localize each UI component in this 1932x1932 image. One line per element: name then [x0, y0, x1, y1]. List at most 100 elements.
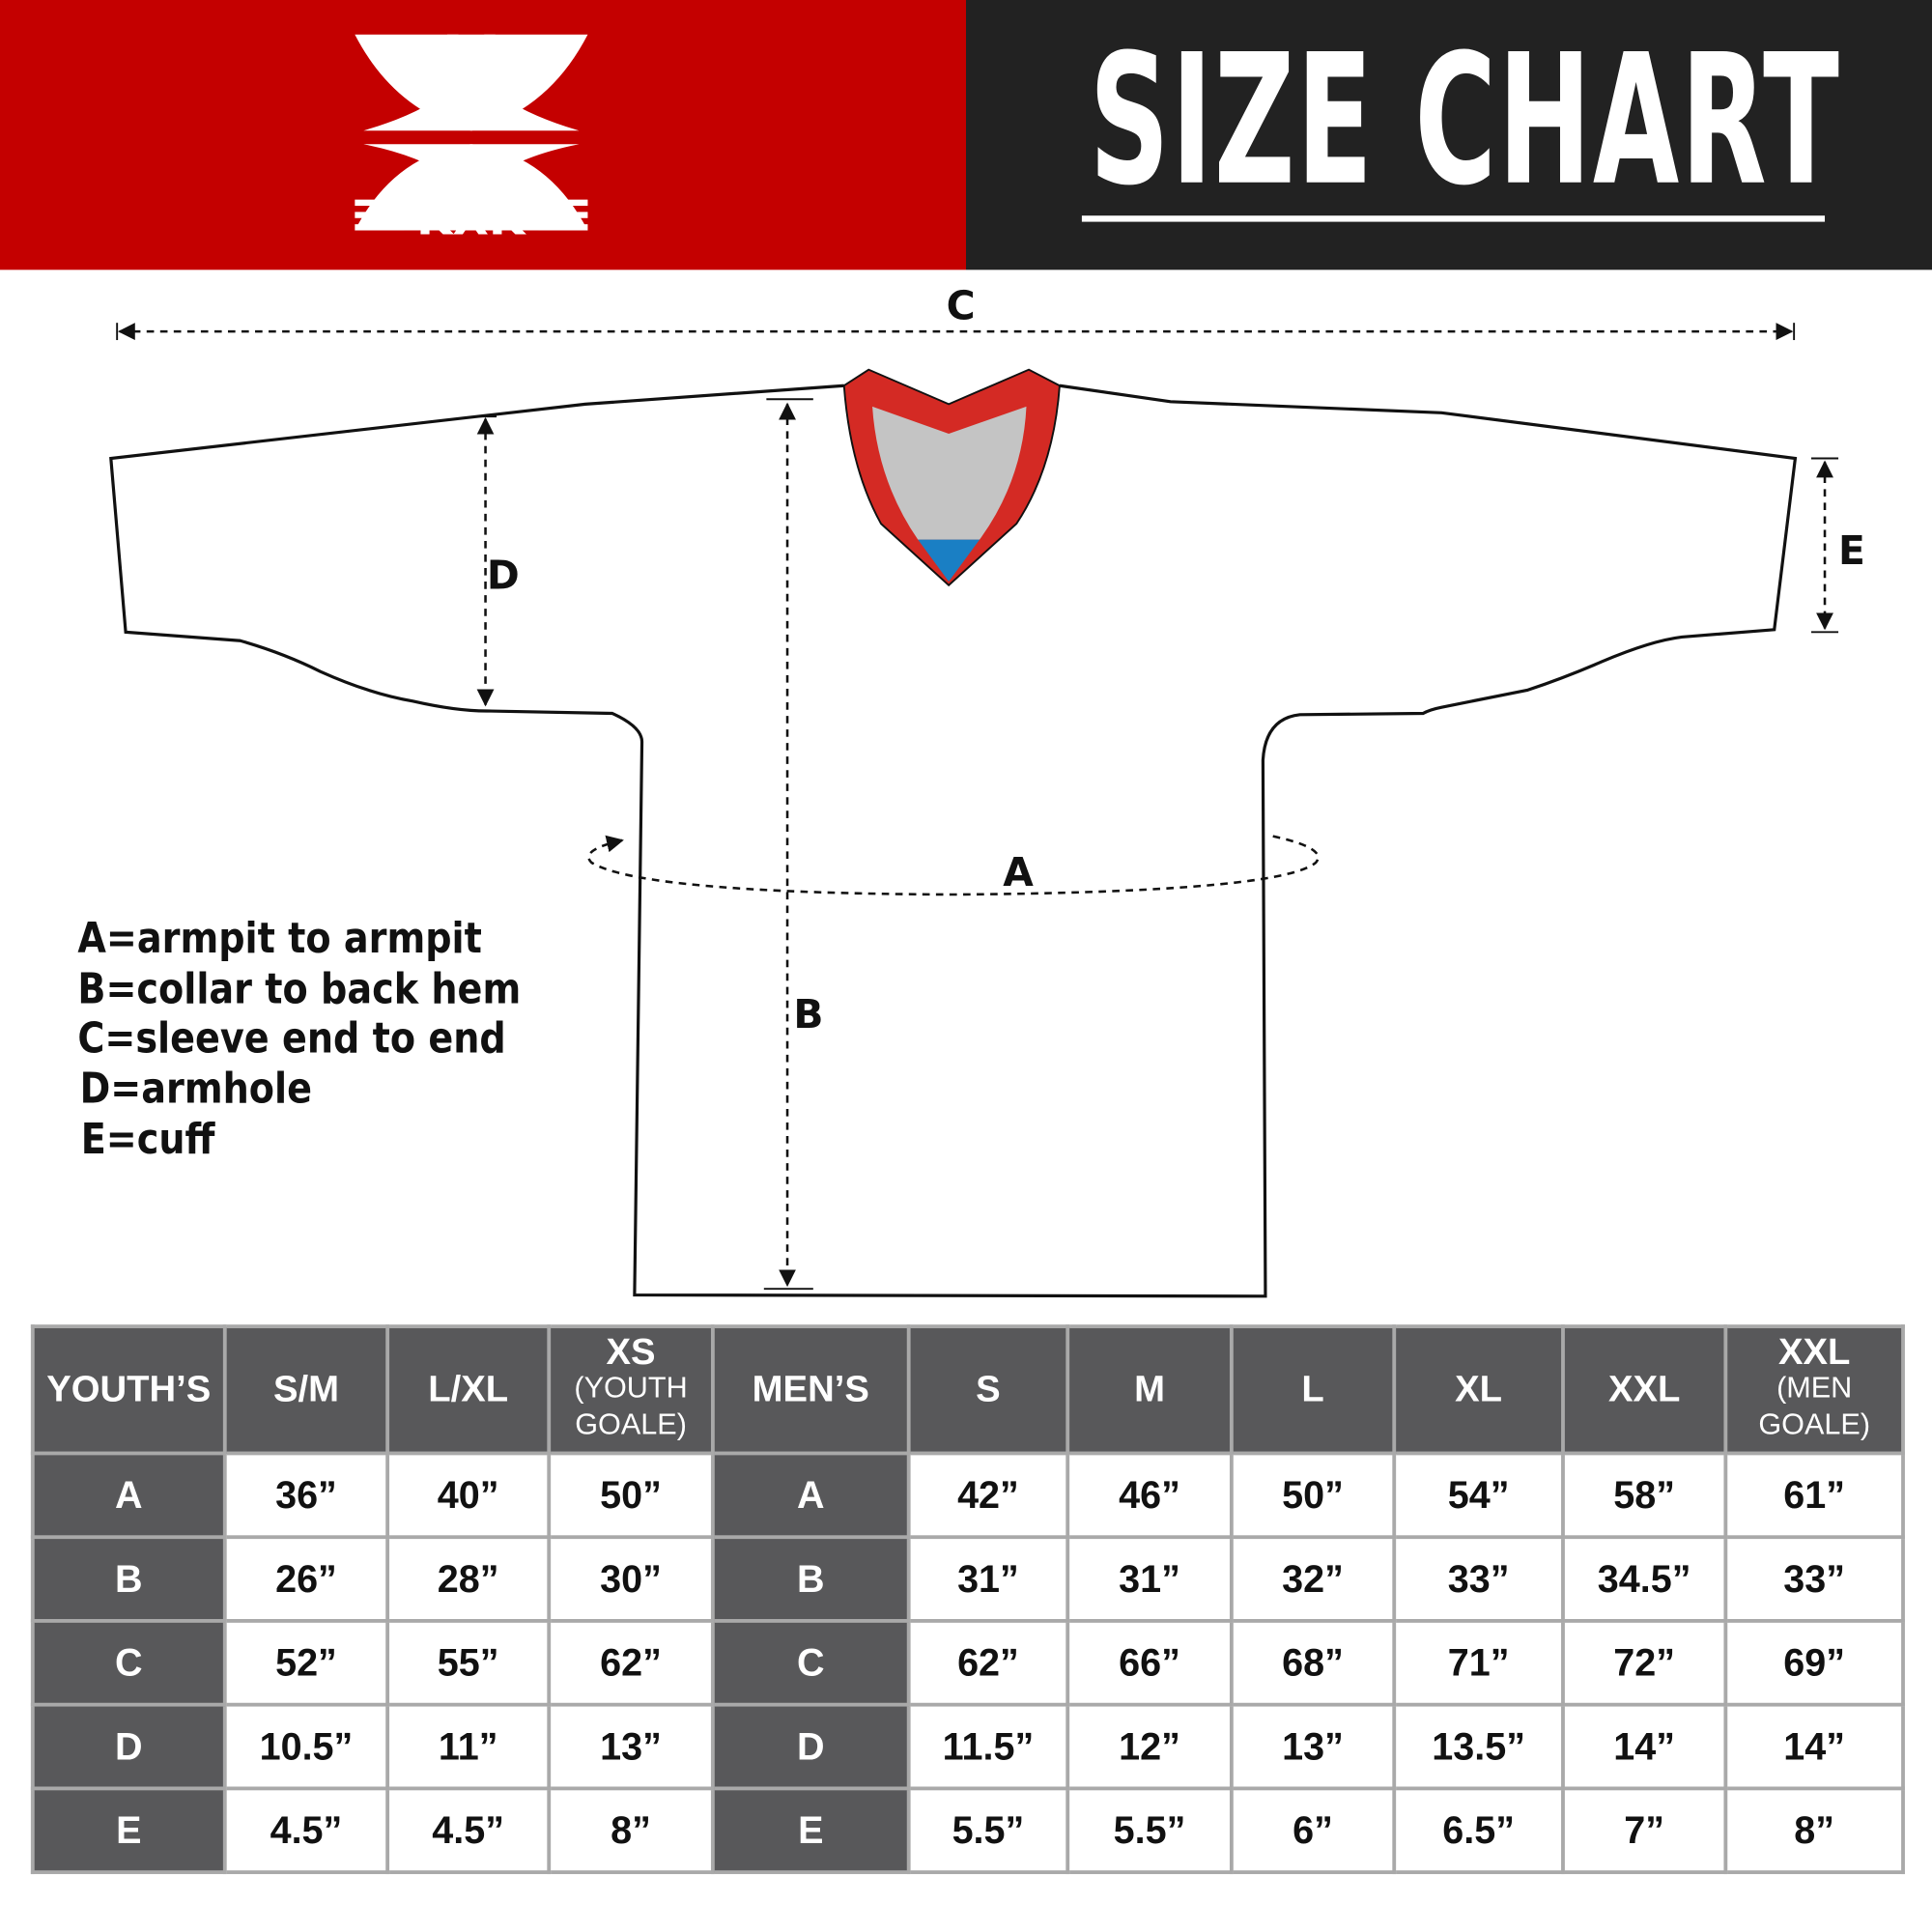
size-name: S/M	[272, 1369, 339, 1410]
row-label: D	[30, 1702, 227, 1791]
men-value: 6.5”	[1392, 1786, 1565, 1875]
youth-value: 30”	[547, 1535, 715, 1623]
youth-value: 11”	[385, 1702, 552, 1791]
youth-value: 4.5”	[385, 1786, 552, 1875]
men-value: 8”	[1723, 1786, 1905, 1875]
label-a: A	[1003, 848, 1034, 896]
size-name: L/XL	[428, 1369, 509, 1410]
youth-value: 4.5”	[222, 1786, 390, 1875]
size-table: YOUTH’S S/M L/XL XS (YOUTH GOALE) MEN’S S M L XL X…	[30, 1324, 1905, 1875]
legend-item: A=armpit to armpit	[77, 914, 482, 964]
youth-value: 8”	[547, 1786, 715, 1875]
row-label: B	[30, 1535, 227, 1623]
legend-item: D=armhole	[79, 1065, 312, 1115]
logo-arch-top	[447, 34, 496, 101]
logo-text: KXK	[416, 191, 527, 245]
label-c: C	[946, 282, 976, 329]
legend-item: E=cuff	[80, 1115, 215, 1165]
row-label: C	[30, 1619, 227, 1707]
men-value: 42”	[906, 1451, 1070, 1540]
size-name: S	[976, 1369, 1001, 1410]
youth-value: 13”	[547, 1702, 715, 1791]
collar-tag	[918, 539, 980, 582]
dimension-a-line	[587, 834, 1320, 896]
men-value: 66”	[1065, 1619, 1234, 1707]
youth-value: 28”	[385, 1535, 552, 1623]
men-value: 5.5”	[1065, 1786, 1234, 1875]
row-label: A	[30, 1451, 227, 1540]
youth-value: 52”	[222, 1619, 390, 1707]
size-header-men: M	[1065, 1324, 1234, 1456]
logo-arch-bottom	[447, 172, 496, 231]
legend-item: C=sleeve end to end	[77, 1014, 506, 1065]
logo-stripes	[355, 199, 588, 231]
table-row: B 26” 28” 30” B 31” 31” 32” 33” 34.5” 33”	[30, 1535, 1905, 1623]
men-value: 71”	[1392, 1619, 1565, 1707]
youth-value: 55”	[385, 1619, 552, 1707]
men-value: 14”	[1723, 1702, 1905, 1791]
men-value: 31”	[906, 1535, 1070, 1623]
collar	[842, 368, 1061, 587]
label-d: D	[486, 552, 520, 599]
title-underline	[1081, 215, 1826, 222]
legend-item: B=collar to back hem	[77, 964, 522, 1014]
label-e: E	[1838, 526, 1865, 575]
men-value: 13.5”	[1392, 1702, 1565, 1791]
men-value: 12”	[1065, 1702, 1234, 1791]
size-name: XL	[1455, 1369, 1503, 1410]
men-value: 14”	[1561, 1702, 1728, 1791]
size-header-men: XL	[1392, 1324, 1565, 1456]
men-value: 34.5”	[1561, 1535, 1728, 1623]
kxk-logo: KXK	[355, 34, 588, 245]
men-header: MEN’S	[710, 1324, 911, 1456]
men-value: 62”	[906, 1619, 1070, 1707]
men-value: 33”	[1723, 1535, 1905, 1623]
size-name: XXL	[1607, 1369, 1681, 1410]
row-label: C	[710, 1619, 911, 1707]
row-label: B	[710, 1535, 911, 1623]
men-value: 6”	[1229, 1786, 1397, 1875]
youth-header: YOUTH’S	[30, 1324, 227, 1456]
men-value: 5.5”	[906, 1786, 1070, 1875]
size-header-youth: S/M	[222, 1324, 390, 1456]
row-label: D	[710, 1702, 911, 1791]
men-value: 11.5”	[906, 1702, 1070, 1791]
brand-header: KXK	[0, 0, 966, 270]
jersey-diagram	[109, 323, 1839, 1298]
size-header-youth: XS (YOUTH GOALE)	[547, 1324, 715, 1456]
table-row: E 4.5” 4.5” 8” E 5.5” 5.5” 6” 6.5” 7” 8”	[30, 1786, 1905, 1875]
men-value: 72”	[1561, 1619, 1728, 1707]
row-label: A	[710, 1451, 911, 1540]
size-header-youth: L/XL	[385, 1324, 552, 1456]
label-b: B	[793, 990, 824, 1037]
men-value: 33”	[1392, 1535, 1565, 1623]
table-header-row: YOUTH’S S/M L/XL XS (YOUTH GOALE) MEN’S S M L XL X…	[30, 1324, 1905, 1456]
men-value: 50”	[1229, 1451, 1397, 1540]
size-header-men: L	[1229, 1324, 1397, 1456]
men-value: 61”	[1723, 1451, 1905, 1540]
youth-value: 50”	[547, 1451, 715, 1540]
men-value: 46”	[1065, 1451, 1234, 1540]
size-header-men: XXL	[1561, 1324, 1728, 1456]
size-name: XS	[606, 1331, 656, 1373]
size-note: (YOUTH GOALE)	[574, 1371, 688, 1442]
size-note: (MEN GOALE)	[1758, 1371, 1871, 1442]
men-value: 68”	[1229, 1619, 1397, 1707]
measurement-legend: A=armpit to armpit B=collar to back hem …	[77, 914, 521, 1165]
table-row: C 52” 55” 62” C 62” 66” 68” 71” 72” 69”	[30, 1619, 1905, 1707]
size-name: L	[1301, 1369, 1324, 1410]
men-value: 7”	[1561, 1786, 1728, 1875]
youth-value: 10.5”	[222, 1702, 390, 1791]
jersey-outline	[109, 384, 1798, 1298]
title-header	[965, 0, 1932, 270]
row-label: E	[710, 1786, 911, 1875]
table-row: A 36” 40” 50” A 42” 46” 50” 54” 58” 61”	[30, 1451, 1905, 1540]
youth-value: 40”	[385, 1451, 552, 1540]
size-header-men: S	[906, 1324, 1070, 1456]
men-value: 58”	[1561, 1451, 1728, 1540]
size-name: XXL	[1777, 1331, 1851, 1373]
men-value: 13”	[1229, 1702, 1397, 1791]
men-value: 31”	[1065, 1535, 1234, 1623]
youth-value: 62”	[547, 1619, 715, 1707]
